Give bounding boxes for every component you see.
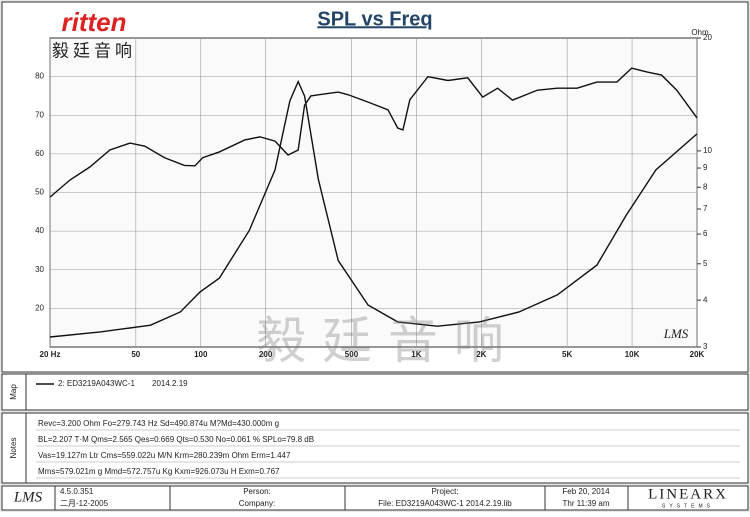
- y2-tick-label: 9: [703, 163, 708, 172]
- footer-build: 二月-12-2005: [60, 499, 109, 508]
- logo-chinese: 毅廷音响: [52, 41, 136, 60]
- x-tick-label: 1K: [411, 350, 421, 359]
- chart-title: SPL vs Freq: [317, 8, 432, 30]
- y-tick-label: 70: [35, 110, 44, 119]
- y2-tick-label: 4: [703, 295, 708, 304]
- y2-tick-label: 7: [703, 204, 708, 213]
- note-line: Revc=3.200 Ohm Fo=279.743 Hz Sd=490.874u…: [38, 419, 279, 428]
- y-tick-label: 40: [35, 226, 44, 235]
- y2-tick-label: 3: [703, 342, 708, 351]
- plot: 20 Hz 50 100 200 500 1K 2K 5K 10K 20K 20 30 40 50 60 70…: [35, 33, 712, 359]
- series-line: [49, 79, 698, 338]
- y-tick-label: 50: [35, 188, 44, 197]
- footer-project: Project:: [431, 487, 458, 496]
- footer: [1, 485, 749, 511]
- footer-version: 4.5.0.351: [60, 487, 94, 496]
- footer-time: Thr 11:39 am: [563, 499, 610, 508]
- x-tick-label: 200: [259, 350, 273, 359]
- plot-badge: LMS: [663, 326, 689, 341]
- y-tick-label: 60: [35, 149, 44, 158]
- x-tick-label: 10K: [625, 350, 640, 359]
- logo-brand: ritten: [62, 7, 127, 37]
- footer-lms: LMS: [13, 489, 43, 505]
- notes-label: Notes: [9, 438, 18, 459]
- x-tick-label: 20K: [690, 350, 705, 359]
- legend-date: 2014.2.19: [152, 379, 188, 388]
- x-tick-label: 50: [131, 350, 140, 359]
- legend-text: 2: ED3219A043WC-1: [58, 379, 135, 388]
- y2-tick-label: 5: [703, 259, 708, 268]
- footer-brand-sub: SYSTEMS: [662, 503, 714, 509]
- notes-lines: Revc=3.200 Ohm Fo=279.743 Hz Sd=490.874u…: [36, 419, 740, 479]
- x-tick-label: 20 Hz: [40, 350, 61, 359]
- x-tick-label: 2K: [476, 350, 486, 359]
- y-tick-label: 30: [35, 265, 44, 274]
- series-line: [49, 67, 698, 198]
- footer-person: Person:: [243, 487, 271, 496]
- map-panel: [1, 373, 749, 411]
- notes-panel: [1, 412, 749, 484]
- note-line: BL=2.207 T·M Qms=2.565 Qes=0.669 Qts=0.5…: [38, 435, 314, 444]
- watermark: 毅 廷 音 响: [256, 312, 504, 370]
- y-tick-label: 20: [35, 303, 44, 312]
- note-line: Vas=19.127m Ltr Cms=559.022u M/N Krm=280…: [38, 451, 291, 460]
- y-tick-label: 80: [35, 72, 44, 81]
- footer-company: Company:: [239, 499, 275, 508]
- map-label: Map: [9, 384, 18, 400]
- y2-tick-label: 20: [703, 33, 712, 42]
- y2-tick-label: 6: [703, 229, 708, 238]
- x-tick-label: 100: [194, 350, 208, 359]
- y2-tick-label: 10: [703, 146, 712, 155]
- footer-brand: LINEARX: [648, 486, 728, 502]
- x-tick-label: 5K: [562, 350, 572, 359]
- y2-axis-label: Ohm: [691, 28, 709, 37]
- footer-date: Feb 20, 2014: [562, 487, 610, 496]
- footer-file: File: ED3219A043WC-1 2014.2.19.lib: [378, 499, 512, 508]
- note-line: Mms=579.021m g Mmd=572.757u Kg Kxm=926.0…: [38, 467, 280, 476]
- y2-tick-label: 8: [703, 182, 708, 191]
- x-tick-label: 500: [345, 350, 359, 359]
